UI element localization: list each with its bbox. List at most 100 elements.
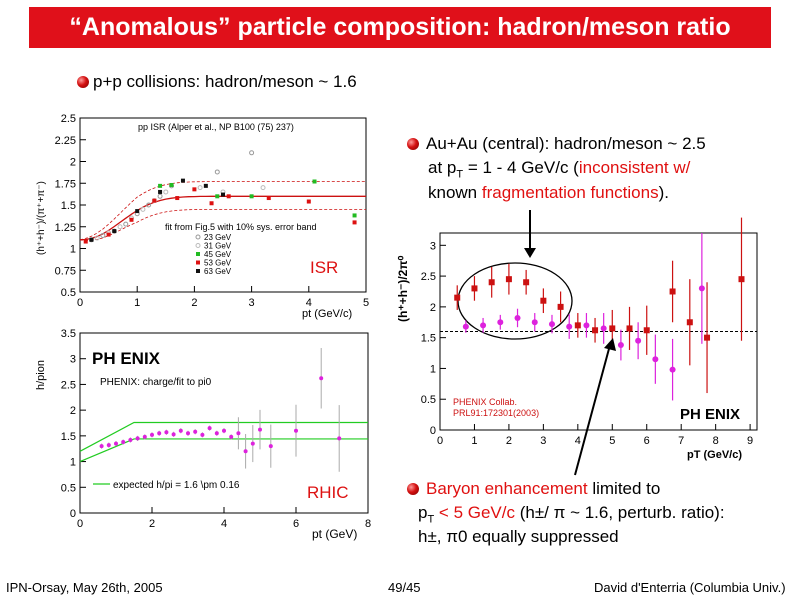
- baryon-red: Baryon enhancement: [426, 479, 588, 498]
- isr-legend-marker: [196, 269, 200, 273]
- rhic-label: RHIC: [307, 483, 349, 502]
- auau-annot2: PRL91:172301(2003): [453, 408, 539, 418]
- rhic-legend: expected h/pi = 1.6 \pm 0.16: [113, 480, 240, 491]
- isr-point: [209, 201, 214, 206]
- auau-line3b: ).: [658, 183, 669, 202]
- isr-fit-label: fit from Fig.5 with 10% sys. error band: [165, 222, 317, 232]
- isr-fit-line: [79, 181, 366, 241]
- rhic-logo: PH ENIX: [92, 349, 161, 368]
- rhic-point: [99, 444, 104, 449]
- isr-point: [180, 178, 185, 183]
- isr-xlabel: pt (GeV/c): [302, 308, 352, 320]
- auau-point: [626, 325, 633, 332]
- rhic-point: [207, 426, 212, 431]
- isr-xtick-label: 0: [77, 297, 83, 309]
- auau-ytick-label: 2: [430, 302, 436, 314]
- isr-legend-entry: 23 GeV: [204, 233, 232, 242]
- isr-point: [152, 198, 157, 203]
- rhic-point: [142, 434, 147, 439]
- rhic-point: [150, 432, 154, 437]
- rhic-point: [319, 376, 324, 381]
- isr-legend-entry: 31 GeV: [204, 242, 232, 251]
- isr-point: [117, 224, 123, 230]
- rhic-point: [164, 430, 169, 435]
- baryon-line3: h±, π0 equally suppressed: [418, 527, 619, 546]
- bullet-pp-text: p+p collisions: hadron/meson ~ 1.6: [93, 72, 357, 91]
- auau-xtick-label: 7: [678, 435, 684, 447]
- rhic-point: [121, 440, 126, 445]
- auau-line2: at pT = 1 - 4 GeV/c (inconsistent w/: [428, 157, 690, 185]
- rhic-ytick-label: 0.5: [61, 482, 76, 494]
- rhic-point: [193, 429, 198, 434]
- isr-point: [249, 150, 255, 156]
- auau-point: [566, 323, 573, 330]
- auau-point: [704, 334, 711, 341]
- auau-point: [480, 322, 487, 329]
- auau-point: [635, 337, 642, 344]
- auau-point: [462, 323, 469, 330]
- auau-point: [617, 342, 624, 349]
- isr-point: [214, 169, 220, 175]
- rhic-point: [171, 432, 176, 437]
- auau-point: [686, 319, 693, 326]
- isr-point: [83, 239, 88, 244]
- rhic-band-high: [79, 421, 368, 452]
- auau-xtick-label: 0: [437, 435, 443, 447]
- footer-left: IPN-Orsay, May 26th, 2005: [6, 580, 163, 595]
- isr-xtick-label: 2: [191, 297, 197, 309]
- isr-legend-entry: 63 GeV: [204, 267, 232, 276]
- rhic-chart: 0 2 4 6 8 0 0.5 1 1.5 2 2.5 3 3.5 PH ENIX PHENIX: char…: [35, 328, 371, 541]
- isr-point: [203, 183, 208, 188]
- isr-point: [249, 194, 254, 199]
- auau-chart: 0 1 2 3 4 5 6 7 8 9 0 0.5 1 1.5 2 2.5 3 PHENIX Collab.PRL…: [396, 210, 758, 476]
- rhic-ylabel: h/pion: [35, 360, 47, 390]
- isr-point: [192, 187, 197, 192]
- rhic-point: [294, 428, 298, 433]
- rhic-point: [200, 432, 205, 437]
- isr-point: [352, 213, 357, 218]
- isr-ytick-label: 1: [70, 244, 76, 256]
- auau-point: [574, 322, 581, 329]
- isr-point: [352, 220, 357, 225]
- rhic-point: [128, 437, 133, 442]
- auau-point: [548, 321, 555, 328]
- isr-point: [158, 183, 163, 188]
- rhic-point: [135, 436, 140, 441]
- bullet-pp: [77, 76, 89, 88]
- rhic-point: [337, 436, 342, 441]
- isr-xtick-label: 4: [306, 297, 312, 309]
- isr-point: [94, 235, 100, 241]
- isr-ytick-label: 2.5: [61, 113, 76, 125]
- auau-line3: known fragmentation functions).: [428, 182, 669, 204]
- footer-center: 49/45: [388, 580, 421, 595]
- isr-point: [100, 232, 106, 238]
- isr-ytick-label: 1.75: [55, 178, 76, 190]
- rhic-point: [236, 431, 241, 436]
- isr-point: [123, 221, 129, 227]
- rhic-ytick-label: 2: [70, 405, 76, 417]
- isr-legend-marker: [195, 243, 201, 248]
- auau-point: [531, 319, 538, 326]
- rhic-xlabel: pt (GeV): [312, 527, 357, 541]
- isr-fit-line: [79, 209, 366, 241]
- auau-line2a: at p: [428, 158, 457, 177]
- auau-ytick-label: 1.5: [421, 333, 436, 345]
- auau-xtick-label: 6: [644, 435, 650, 447]
- auau-line2-red: inconsistent w/: [578, 158, 691, 177]
- auau-ytick-label: 0.5: [421, 394, 436, 406]
- rhic-title: PHENIX: charge/fit to pi0: [100, 377, 212, 388]
- isr-xtick-label: 3: [249, 297, 255, 309]
- auau-point: [454, 294, 461, 301]
- isr-point: [129, 217, 134, 222]
- rhic-xtick-label: 0: [77, 518, 83, 530]
- auau-point: [514, 314, 521, 321]
- rhic-point: [106, 443, 111, 448]
- isr-point: [197, 185, 203, 191]
- auau-xtick-label: 3: [540, 435, 546, 447]
- isr-point: [306, 199, 311, 204]
- baryon-line2b: (h±/ π ~ 1.6, perturb. ratio):: [515, 503, 725, 522]
- rhic-band-low: [79, 438, 368, 463]
- auau-point: [643, 327, 650, 334]
- rhic-point: [214, 431, 219, 436]
- isr-ytick-label: 0.5: [61, 287, 76, 299]
